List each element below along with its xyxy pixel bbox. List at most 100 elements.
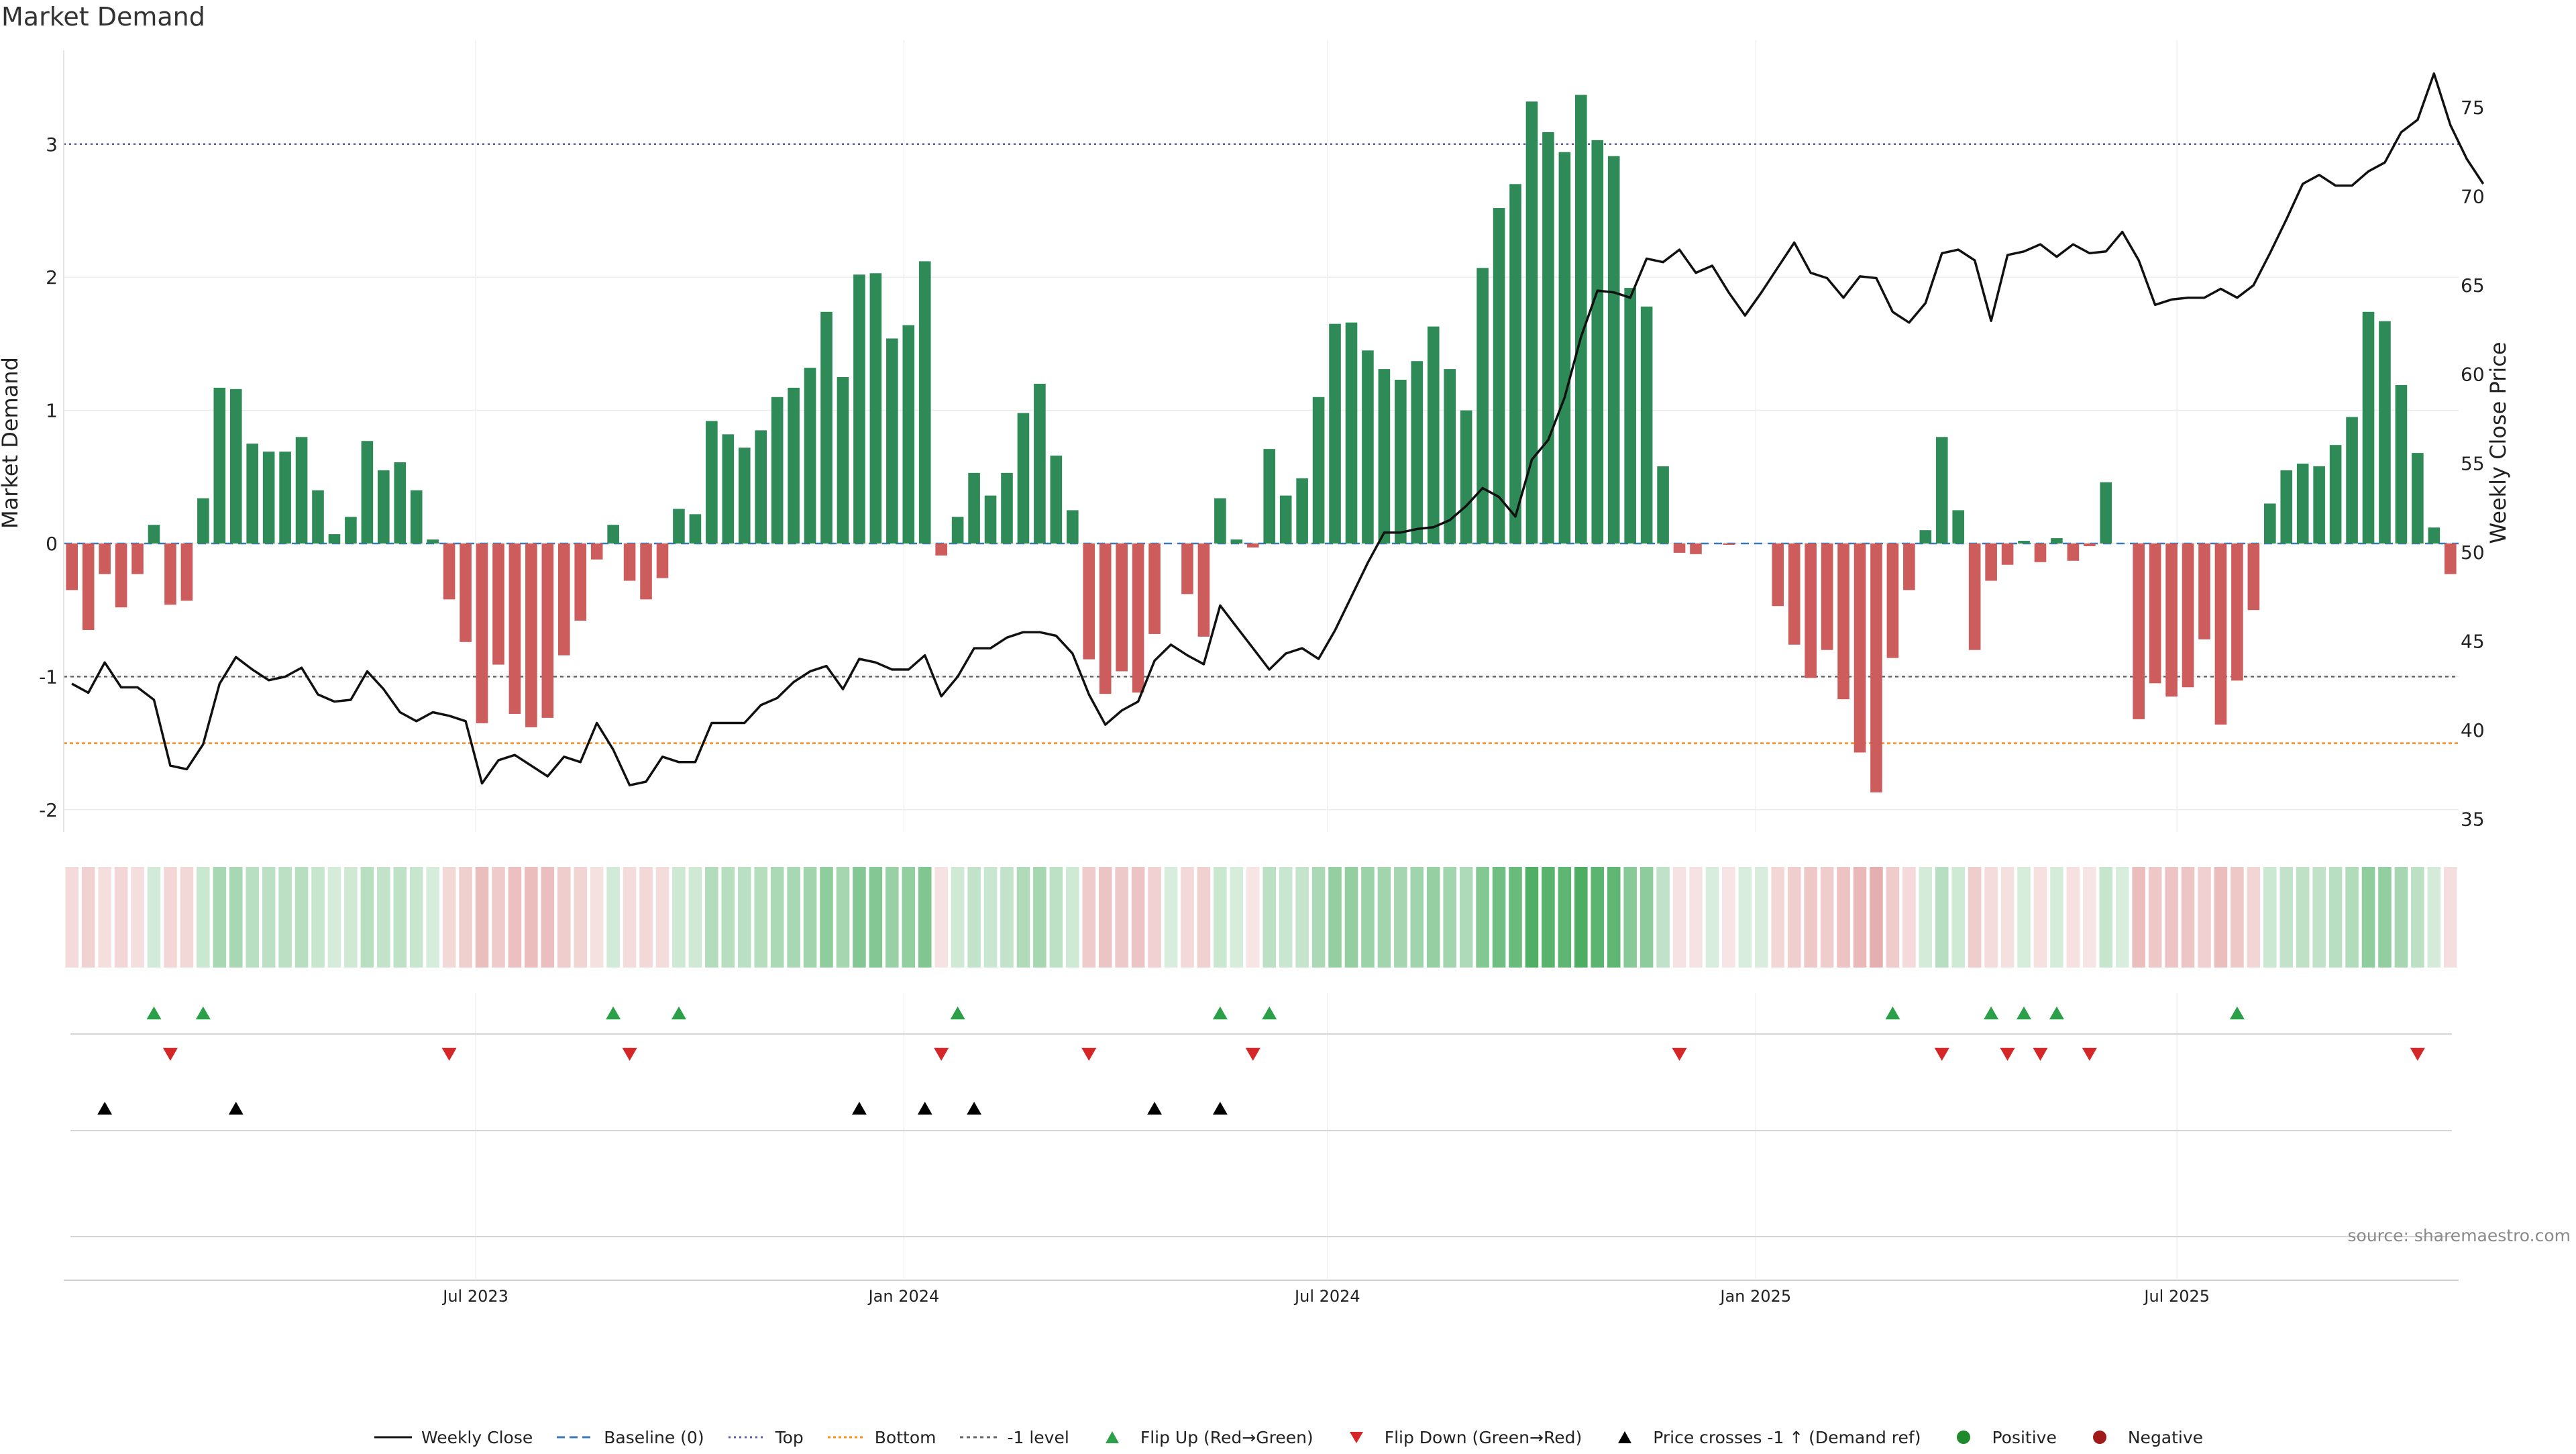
heat-cell	[853, 867, 866, 968]
demand-bar	[1837, 543, 1849, 699]
heat-cell	[1328, 867, 1342, 968]
price-cross-marker	[967, 1102, 981, 1114]
flip-up-marker	[2017, 1006, 2031, 1019]
demand-bar	[1099, 543, 1112, 694]
legend-label: Negative	[2128, 1428, 2203, 1447]
demand-bar	[1428, 327, 1440, 543]
demand-bar	[492, 543, 504, 665]
heat-cell	[1493, 867, 1506, 968]
circle-green-icon	[1943, 1429, 1984, 1445]
demand-bar	[1379, 369, 1391, 543]
demand-bar	[1067, 510, 1079, 543]
demand-bar	[83, 543, 95, 630]
legend-label: Baseline (0)	[604, 1428, 704, 1447]
heat-cell	[1197, 867, 1211, 968]
x-tick-label: Jul 2025	[2143, 1287, 2210, 1306]
flip-down-marker	[934, 1048, 949, 1061]
y-tick-left: 3	[46, 134, 58, 156]
heat-cell	[278, 867, 292, 968]
demand-bar	[197, 499, 209, 543]
demand-bar	[2068, 543, 2080, 561]
heat-cell	[2312, 867, 2326, 968]
heat-cell	[1771, 867, 1784, 968]
heat-cell	[2165, 867, 2178, 968]
heat-cell	[508, 867, 522, 968]
heat-cell	[2214, 867, 2228, 968]
heat-cell	[1460, 867, 1473, 968]
heat-cell	[705, 867, 718, 968]
heat-cell	[1706, 867, 1719, 968]
heat-cell	[1230, 867, 1244, 968]
flip-down-marker	[442, 1048, 457, 1061]
demand-bar	[279, 452, 291, 543]
heat-cell	[443, 867, 456, 968]
demand-bar	[2445, 543, 2457, 574]
y-axis-label-left: Market Demand	[0, 357, 23, 529]
heat-cell	[262, 867, 276, 968]
demand-bar	[411, 490, 423, 543]
flip-down-marker	[2410, 1048, 2425, 1061]
demand-bar	[1001, 473, 1013, 543]
demand-bar	[263, 452, 275, 543]
y-tick-right: 65	[2461, 274, 2485, 297]
demand-bar	[1231, 539, 1243, 543]
heat-cell	[1591, 867, 1604, 968]
y-tick-left: -1	[39, 666, 58, 688]
legend-label: Price crosses -1 ↑ (Demand ref)	[1653, 1428, 1921, 1447]
legend-label: Positive	[1992, 1428, 2056, 1447]
flip-up-marker	[146, 1006, 161, 1019]
flip-up-marker	[606, 1006, 621, 1019]
heat-cell	[65, 867, 78, 968]
demand-bar	[1493, 208, 1505, 543]
demand-bar	[148, 525, 160, 543]
x-tick-label: Jul 2024	[1293, 1287, 1360, 1306]
source-note: source: sharemaestro.com	[2348, 1226, 2571, 1245]
demand-bar	[804, 368, 816, 543]
heat-cell	[639, 867, 653, 968]
flip-up-marker	[672, 1006, 686, 1019]
heat-cell	[951, 867, 965, 968]
heat-cell	[377, 867, 390, 968]
heat-cell	[787, 867, 800, 968]
heat-cell	[2279, 867, 2293, 968]
y-axis-label-right: Weekly Close Price	[2485, 342, 2511, 543]
heat-cell	[1755, 867, 1768, 968]
heat-cell	[2329, 867, 2343, 968]
demand-bar	[1903, 543, 1915, 590]
heat-cell	[2132, 867, 2145, 968]
demand-bar	[1214, 499, 1226, 543]
heat-cell	[557, 867, 571, 968]
flip-down-marker	[1935, 1048, 1949, 1061]
heat-cell	[967, 867, 981, 968]
heat-cell	[2296, 867, 2310, 968]
heat-cell	[2411, 867, 2424, 968]
heat-cell	[1689, 867, 1703, 968]
demand-bar	[1460, 411, 1472, 543]
heat-cell	[1361, 867, 1375, 968]
price-cross-marker	[1213, 1102, 1228, 1114]
demand-bar	[1788, 543, 1801, 645]
heat-cell	[1295, 867, 1309, 968]
heat-cell	[1640, 867, 1654, 968]
y-tick-left: 1	[46, 400, 58, 422]
demand-bar	[99, 543, 111, 574]
heat-cell	[131, 867, 144, 968]
demand-bar	[2346, 417, 2358, 543]
demand-bar	[1936, 437, 1948, 543]
heat-cell	[426, 867, 439, 968]
heat-cell	[82, 867, 95, 968]
heat-cell	[1279, 867, 1293, 968]
demand-bar	[952, 517, 964, 543]
x-tick-label: Jul 2023	[441, 1287, 508, 1306]
heat-cell	[295, 867, 309, 968]
heat-cell	[2100, 867, 2113, 968]
heat-cell	[1132, 867, 1145, 968]
triangle-up-black-icon	[1605, 1429, 1645, 1445]
heat-cell	[180, 867, 194, 968]
demand-bar	[329, 534, 341, 543]
demand-bar	[213, 388, 225, 543]
heat-cell	[1739, 867, 1752, 968]
x-tick-label: Jan 2025	[1719, 1287, 1791, 1306]
heat-cell	[525, 867, 538, 968]
legend-label: Weekly Close	[421, 1428, 533, 1447]
